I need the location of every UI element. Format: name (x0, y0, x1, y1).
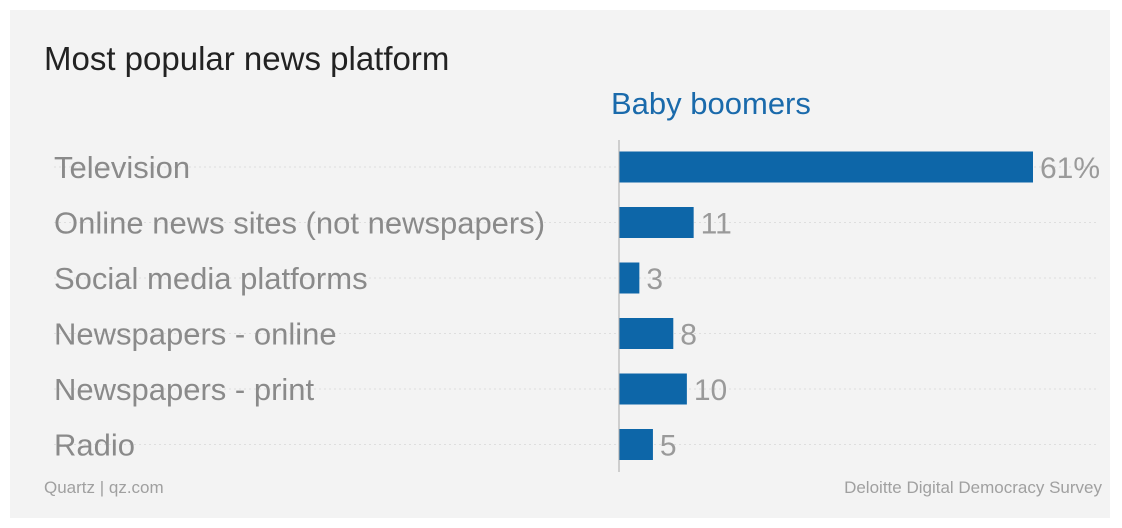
category-label: Radio (54, 428, 135, 463)
source-credit-left: Quartz | qz.com (44, 478, 164, 497)
category-label: Online news sites (not newspapers) (54, 206, 545, 241)
value-label: 8 (680, 319, 697, 352)
bar (619, 262, 640, 294)
chart-title: Most popular news platform (44, 40, 450, 77)
category-label: Television (54, 150, 190, 185)
category-label: Social media platforms (54, 261, 368, 296)
value-label: 10 (694, 374, 727, 407)
bar (619, 318, 674, 349)
chart-card (10, 10, 1110, 518)
bar (619, 207, 694, 238)
source-credit-right: Deloitte Digital Democracy Survey (844, 478, 1102, 497)
bar (619, 151, 1033, 183)
value-label: 5 (660, 430, 677, 463)
category-label: Newspapers - print (54, 372, 315, 407)
value-label: 61% (1040, 152, 1100, 185)
bar (619, 373, 687, 405)
category-label: Newspapers - online (54, 317, 337, 352)
value-label: 11 (701, 208, 732, 241)
series-heading: Baby boomers (611, 86, 811, 121)
bar (619, 429, 653, 460)
value-label: 3 (646, 263, 663, 296)
